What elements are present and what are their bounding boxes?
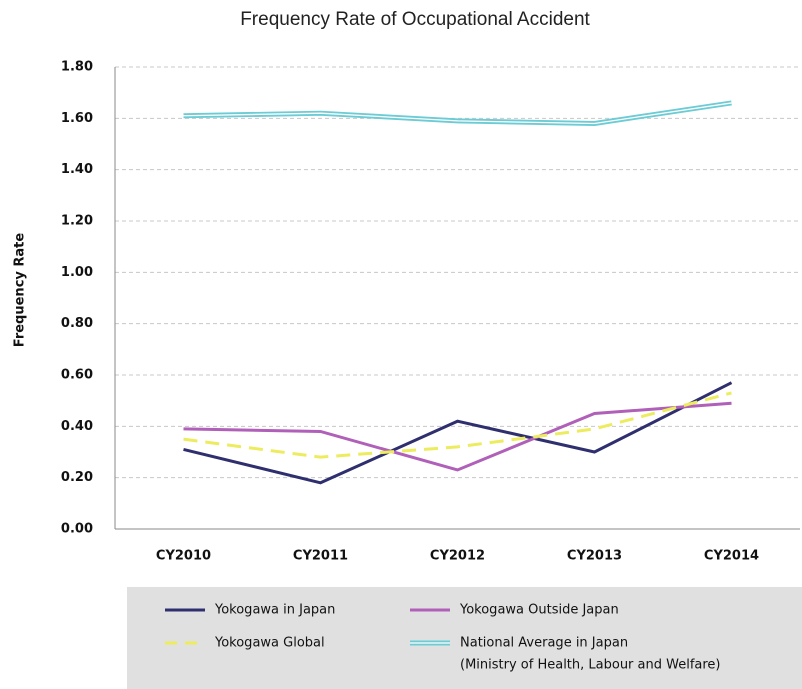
y-tick-label: 0.60 <box>61 368 93 383</box>
series-line <box>183 391 732 459</box>
x-tick-label: CY2012 <box>430 549 485 564</box>
y-tick-label: 0.40 <box>61 419 93 434</box>
legend-label: Yokogawa Global <box>214 636 325 651</box>
y-tick-label: 1.40 <box>61 162 93 177</box>
legend-note: (Ministry of Health, Labour and Welfare) <box>460 658 721 673</box>
chart-title: Frequency Rate of Occupational Accident <box>240 9 590 30</box>
x-tick-label: CY2011 <box>293 549 348 564</box>
series-line-inner <box>183 102 732 125</box>
x-tick-label: CY2014 <box>704 549 759 564</box>
legend-label: National Average in Japan <box>460 636 628 651</box>
legend-label: Yokogawa in Japan <box>214 603 335 618</box>
y-tick-label: 1.60 <box>61 111 93 126</box>
y-tick-label: 0.20 <box>61 470 93 485</box>
x-tick-label: CY2013 <box>567 549 622 564</box>
series-line <box>183 381 733 485</box>
y-tick-label: 1.80 <box>61 60 93 75</box>
y-axis-label: Frequency Rate <box>13 233 28 348</box>
y-tick-label: 1.20 <box>61 214 93 229</box>
legend-box <box>127 587 802 689</box>
y-tick-label: 0.00 <box>61 522 93 537</box>
series-line <box>183 401 732 472</box>
y-tick-label: 0.80 <box>61 316 93 331</box>
x-tick-label: CY2010 <box>156 549 211 564</box>
y-tick-label: 1.00 <box>61 265 93 280</box>
legend-label: Yokogawa Outside Japan <box>459 603 619 618</box>
